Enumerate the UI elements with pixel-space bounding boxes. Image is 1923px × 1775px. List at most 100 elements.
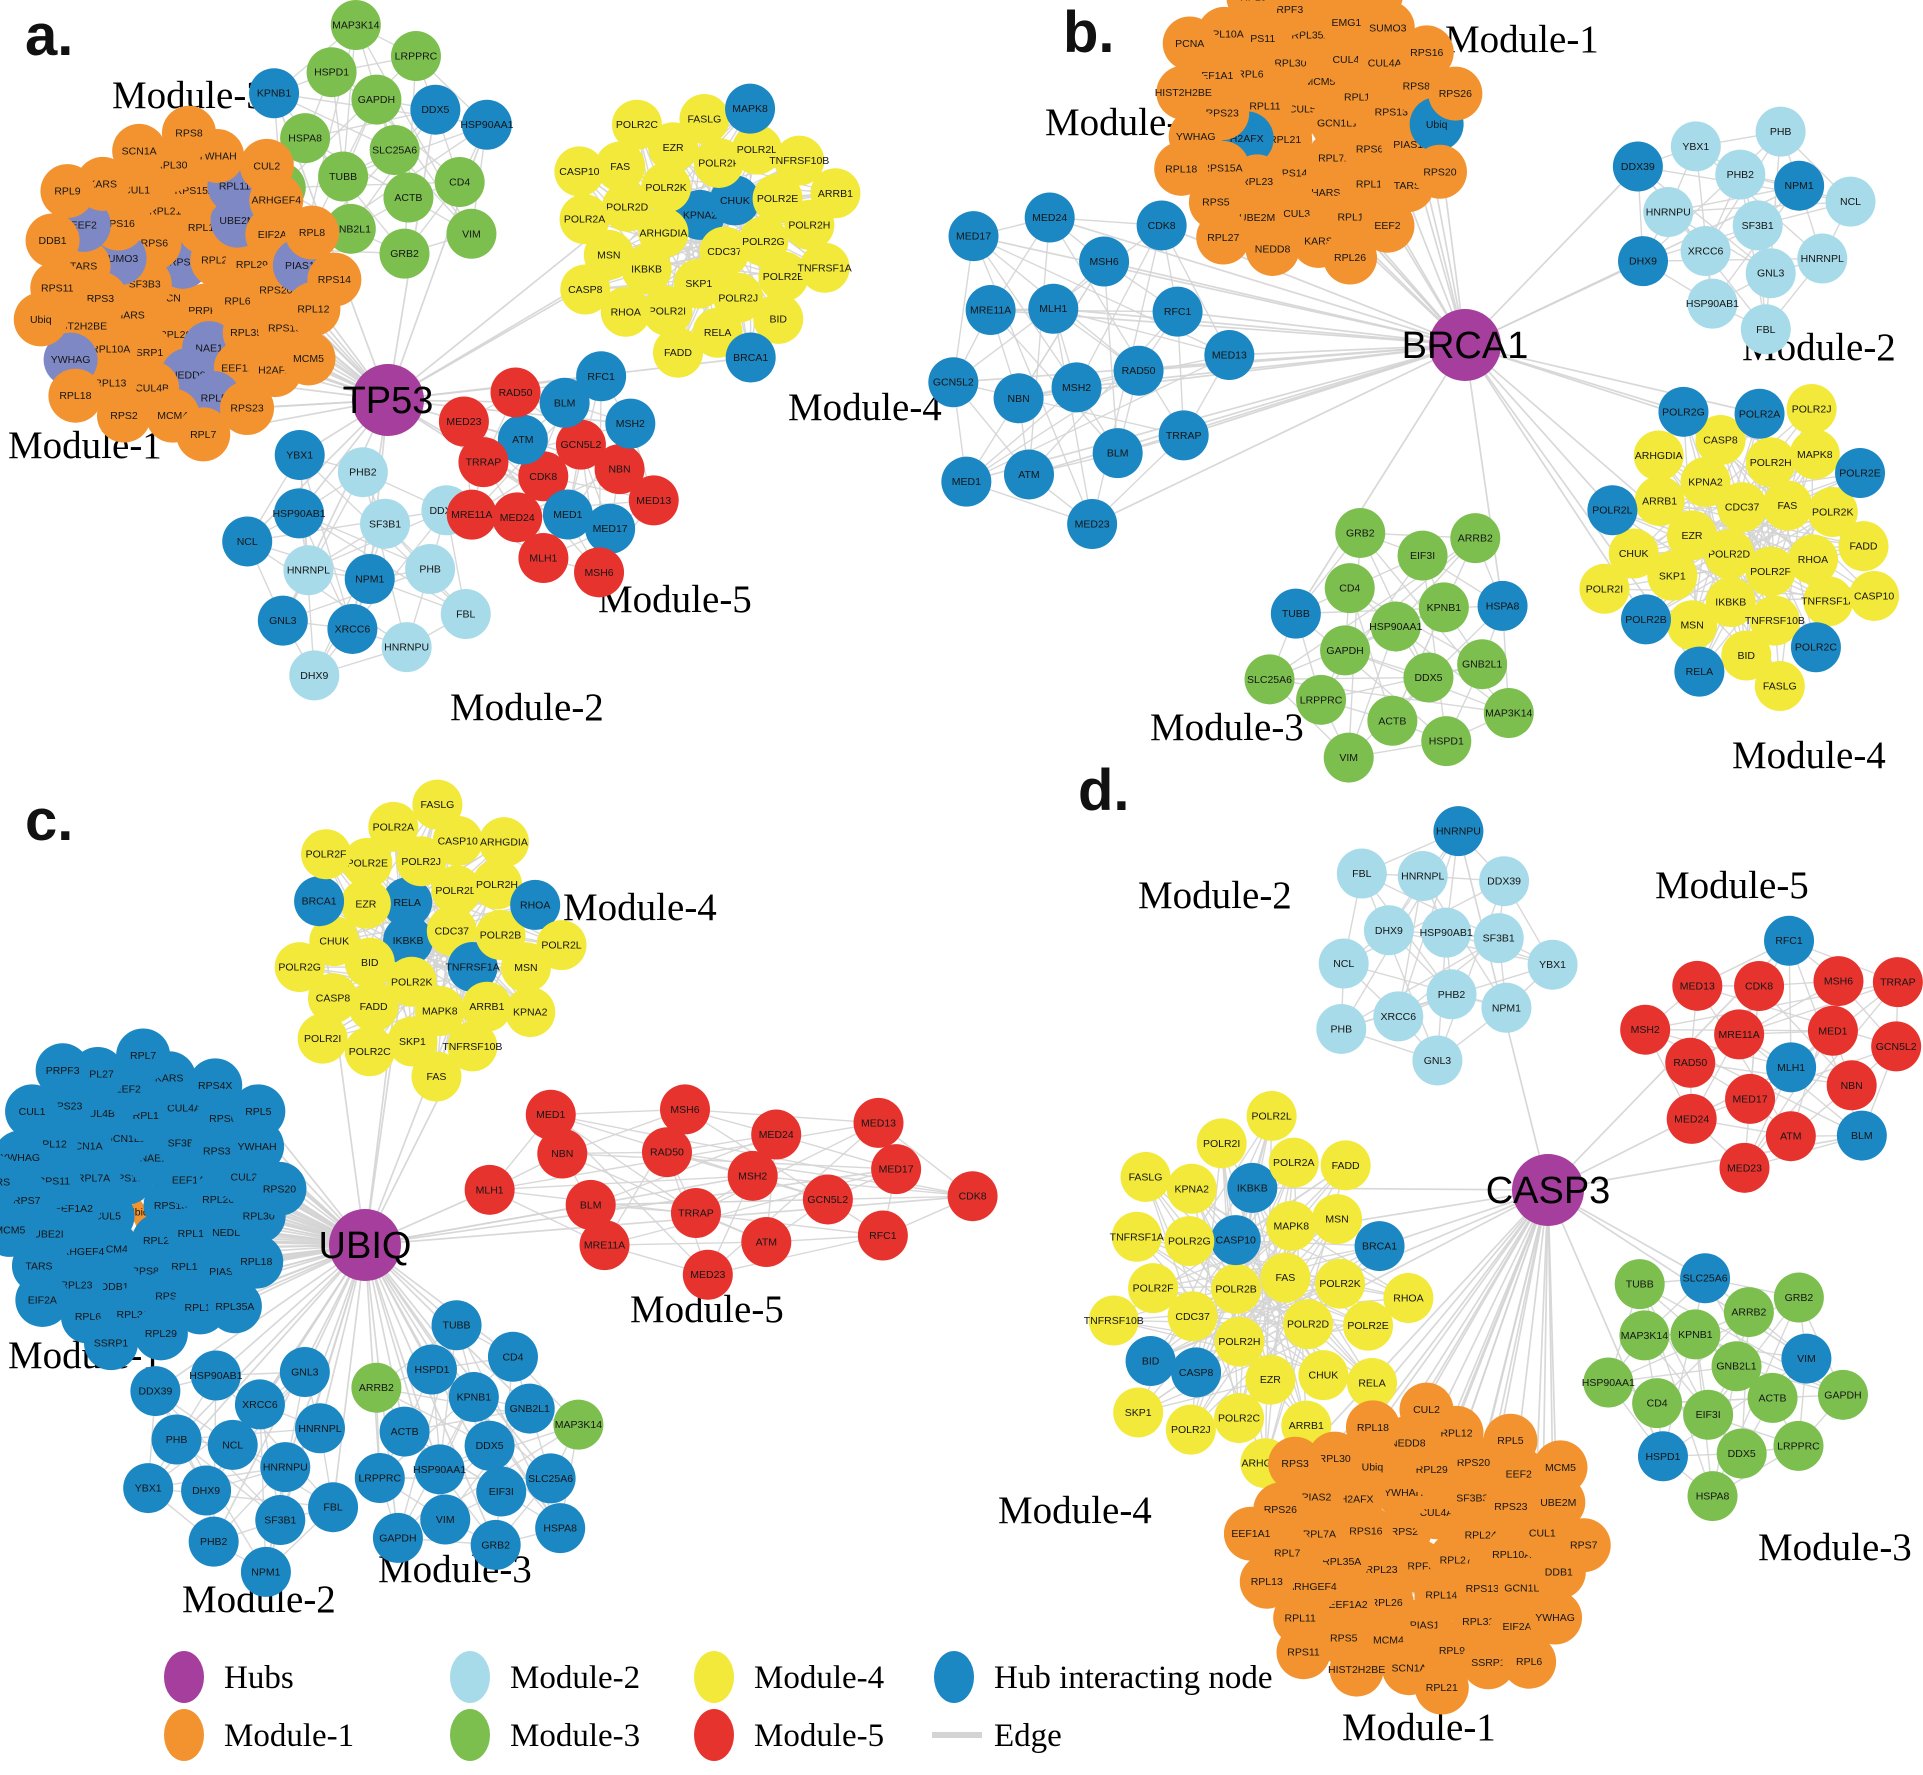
node-MAP3K14: MAP3K14 [553, 1399, 604, 1450]
node-CHUK: CHUK [1608, 528, 1659, 579]
node-label: MED24 [1032, 212, 1067, 224]
node-circle [1826, 1060, 1877, 1111]
node-circle [255, 1495, 306, 1546]
edge-line [1464, 165, 1639, 346]
node-MED23: MED23 [1067, 499, 1118, 550]
node-YBX1: YBX1 [123, 1463, 174, 1514]
edge-line [965, 261, 1105, 483]
node-circle [948, 211, 999, 262]
node-label: ARRB1 [1289, 1420, 1324, 1432]
edge-line [1075, 225, 1163, 388]
node-label: HNRNPL [1401, 871, 1444, 883]
node-POLR2H: POLR2H [1214, 1316, 1265, 1367]
node-circle [1323, 230, 1378, 285]
node-label: RPS5 [1202, 197, 1230, 209]
node-circle [1786, 383, 1837, 434]
node-circle [1354, 1221, 1405, 1272]
node-circle [1723, 1287, 1774, 1338]
hub-circle [1429, 309, 1501, 381]
node-circle [220, 381, 275, 436]
node-circle [641, 1127, 692, 1178]
node-circle [478, 817, 529, 868]
node-label: GAPDH [1824, 1389, 1861, 1401]
node-label: HSP90AB1 [189, 1370, 242, 1382]
node-label: IKBKB [1237, 1182, 1268, 1194]
node-circle [1556, 1518, 1611, 1573]
legend-item-hubs: Hubs [164, 1651, 294, 1703]
node-ATM: ATM [1003, 449, 1054, 500]
node-circle [611, 99, 662, 150]
node-label: MED23 [1075, 519, 1110, 531]
node-label: POLR2C [349, 1046, 391, 1058]
node-circle [731, 124, 782, 175]
node-CHUK: CHUK [309, 916, 360, 967]
edge-line [1642, 257, 1823, 262]
node-label: RPL9 [1240, 0, 1266, 3]
legend-item-module-4: Module-4 [694, 1651, 884, 1703]
node-circle [1633, 430, 1684, 481]
node-circle [344, 1026, 395, 1077]
node-label: CUL3 [1283, 208, 1310, 220]
node-label: GNL3 [291, 1367, 319, 1379]
node-label: POLR2J [1171, 1424, 1211, 1436]
node-label: NCL [1840, 196, 1861, 208]
node-HNRNPL: HNRNPL [1797, 233, 1848, 284]
node-MED1: MED1 [525, 1089, 576, 1140]
node-circle [1128, 1263, 1179, 1314]
node-CD4: CD4 [1632, 1378, 1683, 1429]
node-ERCC4: ERCC4 [1349, 0, 1403, 22]
node-label: GCN5L2 [807, 1194, 848, 1206]
edge-line [1183, 344, 1466, 437]
node-label: MAPK8 [1273, 1220, 1309, 1232]
node-MRE11A: MRE11A [579, 1220, 630, 1271]
node-RPS20: RPS20 [1412, 144, 1467, 199]
node-HNRNPU: HNRNPU [1643, 187, 1694, 238]
edge-line [1743, 1030, 1834, 1169]
node-circle [327, 603, 378, 654]
node-circle [249, 68, 300, 119]
node-label: VIM [462, 228, 481, 240]
node-label: YBX1 [1682, 141, 1709, 153]
edge-line [364, 1244, 381, 1479]
node-circle [307, 252, 362, 307]
node-circle [379, 1406, 430, 1457]
node-circle [274, 488, 325, 539]
node-NCL: NCL [207, 1419, 258, 1470]
node-DDX39: DDX39 [1612, 141, 1663, 192]
edge-line [364, 1195, 973, 1246]
node-circle [1754, 660, 1805, 711]
node-label: ARHGDIA [640, 227, 688, 239]
node-RPL8: RPL8 [284, 205, 339, 260]
node-DHX9: DHX9 [289, 650, 340, 701]
node-label: GNL3 [269, 615, 297, 627]
node-CASP8: CASP8 [560, 264, 611, 315]
edge-line [1643, 1334, 1743, 1454]
node-label: MSH2 [616, 418, 645, 430]
node-label: ARRB1 [818, 188, 853, 200]
edge-line [1421, 555, 1447, 742]
node-circle [1301, 0, 1354, 20]
edge-line [1464, 344, 1760, 415]
node-label: RHOA [1393, 1293, 1423, 1305]
edge-line [1388, 929, 1553, 966]
node-POLR2F: POLR2F [1745, 546, 1796, 597]
edge-line [1295, 344, 1466, 615]
node-label: RPL18 [240, 1256, 272, 1268]
node-circle [1717, 482, 1768, 533]
node-label: RAD50 [1122, 365, 1156, 377]
node-label: HSP90AA1 [1369, 621, 1422, 633]
node-label: CDC37 [707, 246, 742, 258]
node-label: HSPD1 [314, 67, 349, 79]
node-circle [1167, 1291, 1218, 1342]
node-VIM: VIM [446, 208, 497, 259]
node-IKBKB: IKBKB [621, 244, 672, 295]
node-label: CUL2 [253, 160, 280, 172]
node-label: CHUK [720, 195, 750, 207]
node-circle [965, 285, 1016, 336]
node-label: POLR2B [1625, 614, 1666, 626]
node-LRPPRC: LRPPRC [1773, 1420, 1824, 1471]
node-label: EEF2 [71, 219, 97, 231]
node-POLR2D: POLR2D [431, 865, 482, 916]
node-CDK8: CDK8 [1136, 200, 1187, 251]
node-label: RPS15A [1202, 162, 1242, 174]
